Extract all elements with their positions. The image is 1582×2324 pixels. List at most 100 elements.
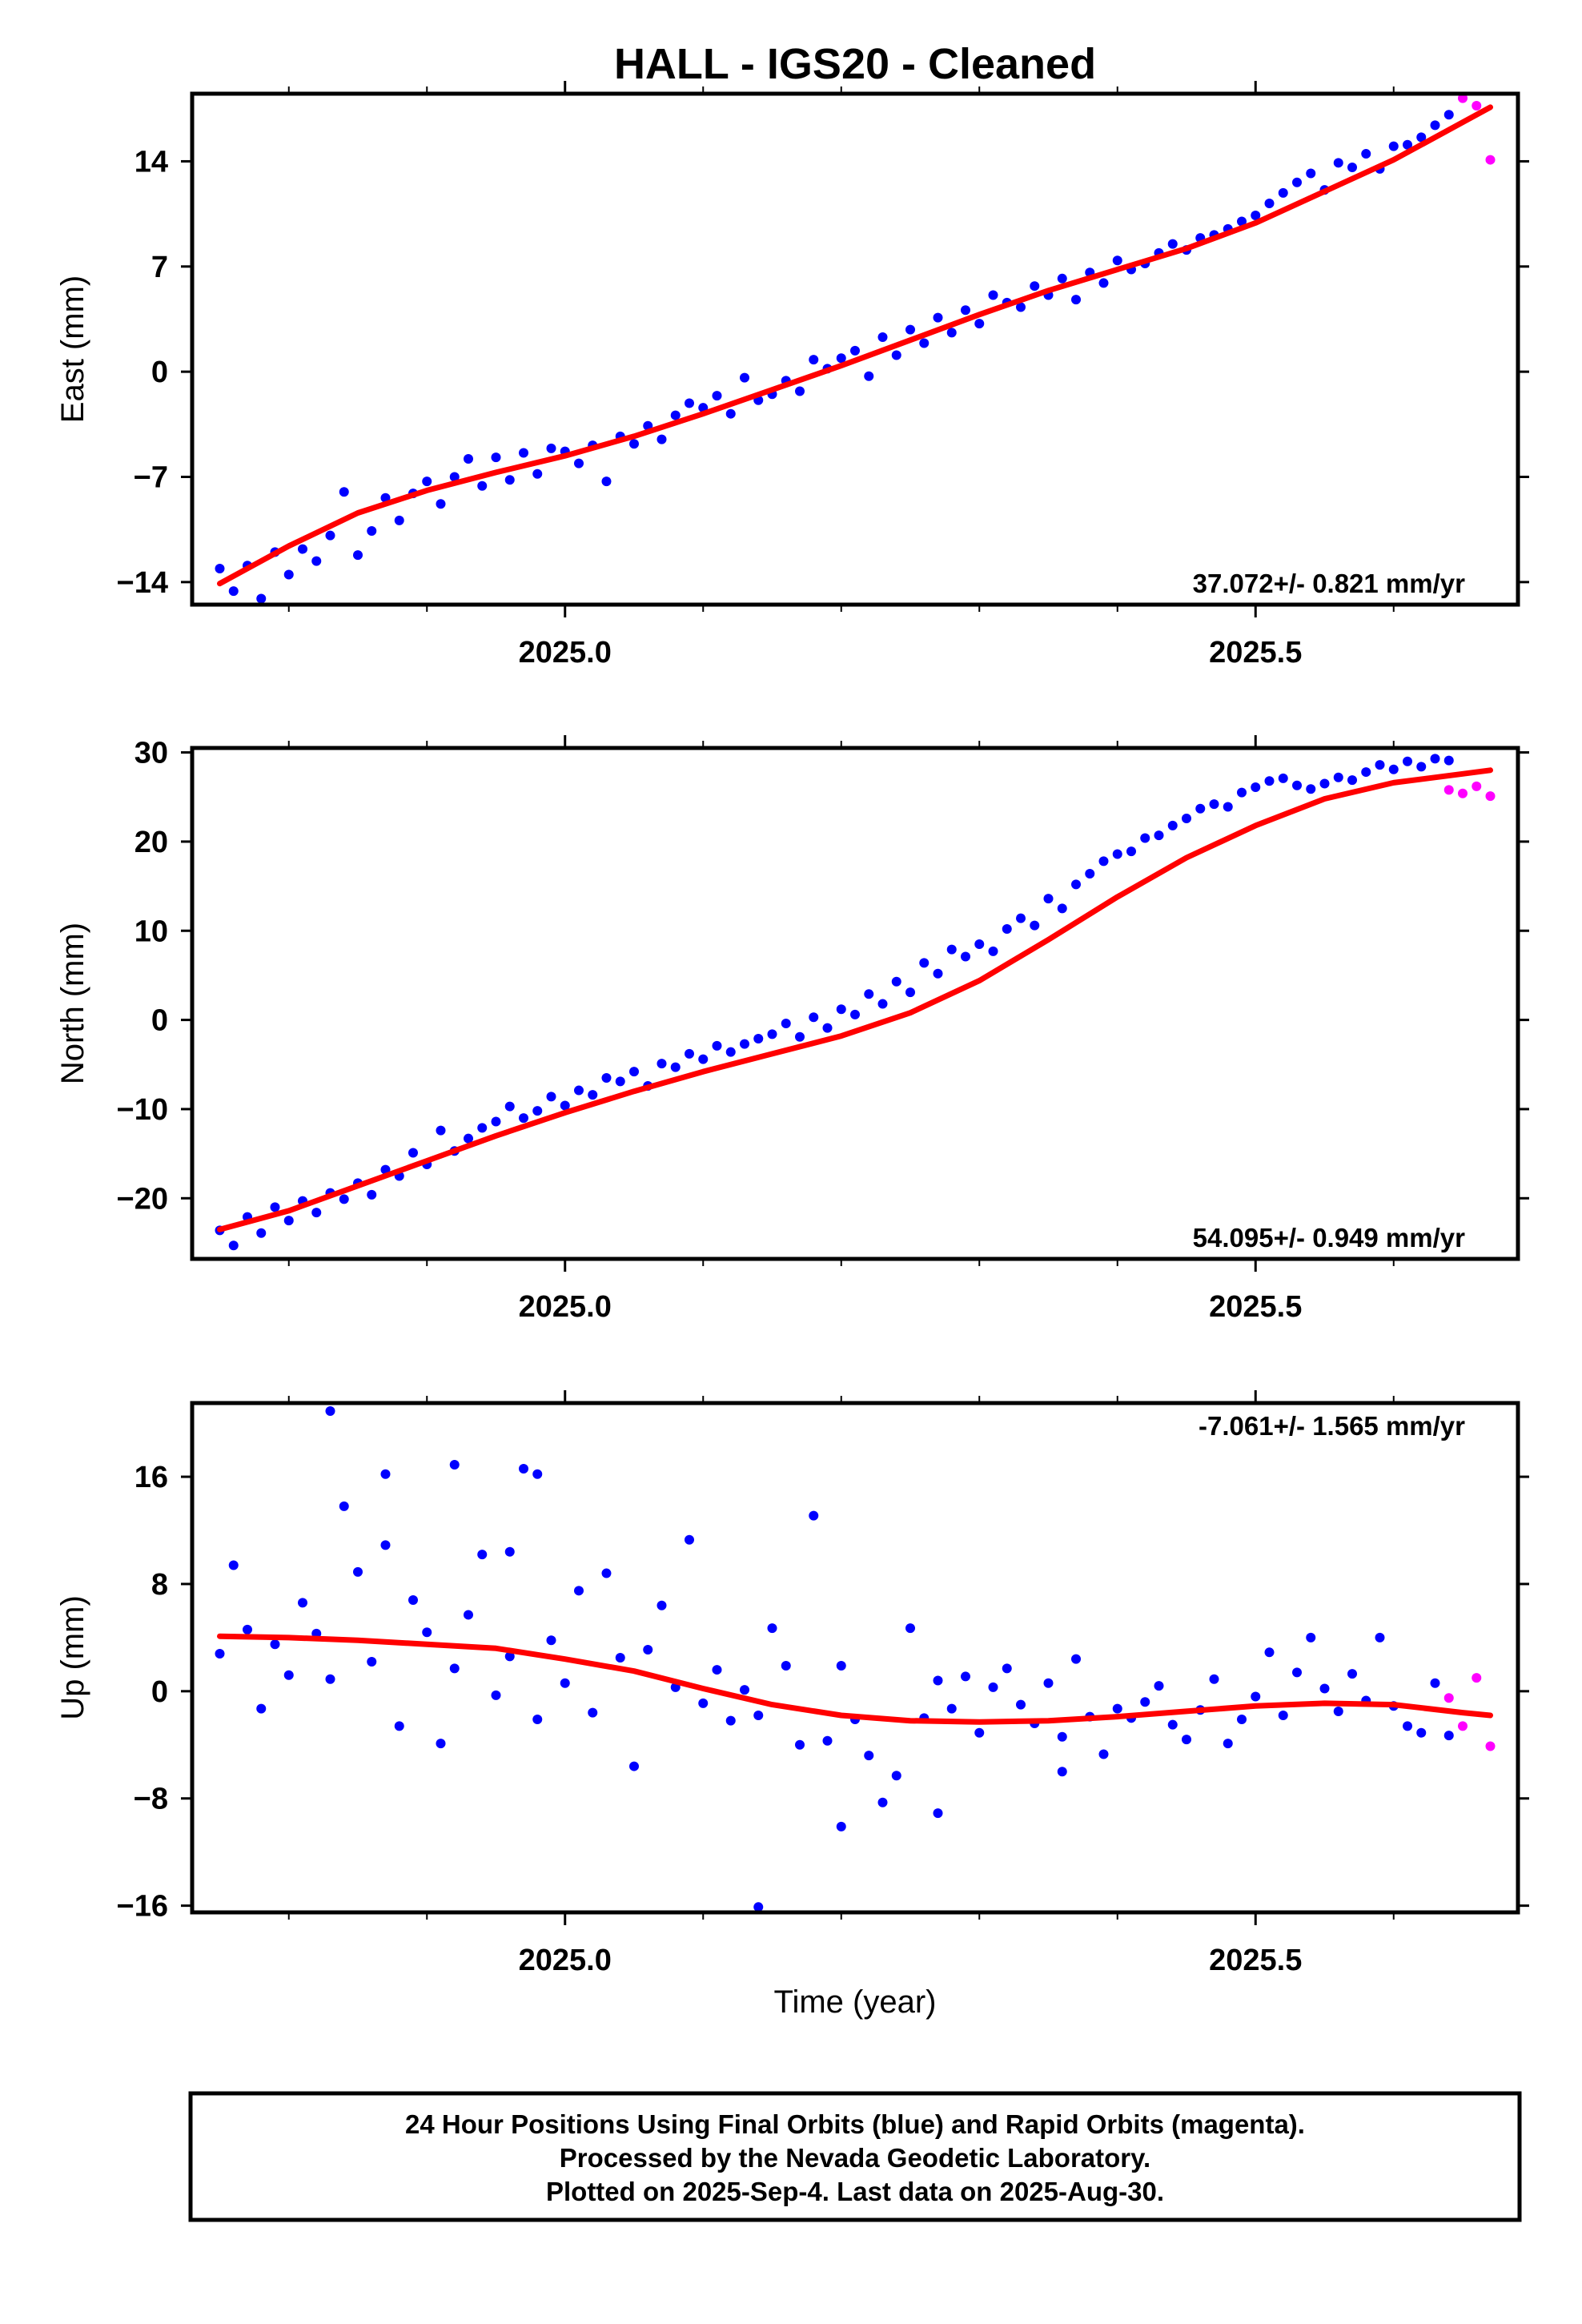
- up-final-orbit-point: [532, 1469, 543, 1479]
- up-final-orbit-point: [491, 1690, 501, 1700]
- north-final-orbit-point: [809, 1012, 819, 1023]
- east-rapid-orbit-point: [1485, 155, 1496, 165]
- north-final-orbit-point: [574, 1085, 584, 1096]
- north-final-orbit-point: [1430, 754, 1440, 764]
- up-final-orbit-point: [1292, 1667, 1302, 1678]
- up-final-orbit-point: [891, 1771, 901, 1781]
- east-final-orbit-point: [1071, 295, 1081, 305]
- north-final-orbit-point: [1071, 879, 1081, 890]
- up-final-orbit-point: [1002, 1663, 1012, 1674]
- east-final-orbit-point: [891, 350, 901, 360]
- up-xtick-label: 2025.0: [519, 1944, 612, 1977]
- up-rapid-orbit-point: [1443, 1693, 1454, 1703]
- north-final-orbit-point: [1416, 762, 1427, 772]
- north-xtick-label: 2025.5: [1209, 1290, 1302, 1324]
- east-final-orbit-point: [725, 408, 736, 419]
- north-panel: −20 −10 0 10 20 30 2025.0 2025.5 North (mm) 54.09…: [55, 735, 1529, 1324]
- north-final-orbit-point: [270, 1202, 280, 1212]
- east-final-orbit-point: [1237, 216, 1247, 227]
- east-ytick-label: −7: [134, 461, 168, 495]
- east-final-orbit-point: [1264, 198, 1275, 208]
- east-plot-frame: [190, 91, 1520, 607]
- up-final-orbit-point: [1140, 1697, 1150, 1707]
- up-final-orbit-point: [1251, 1691, 1261, 1702]
- east-final-orbit-point: [532, 468, 543, 479]
- east-final-orbit-point: [228, 586, 239, 597]
- east-final-orbit-point: [670, 410, 681, 420]
- up-final-orbit-point: [256, 1703, 267, 1714]
- north-final-orbit-point: [891, 976, 901, 987]
- east-final-orbit-point: [1430, 120, 1440, 131]
- north-final-orbit-point: [1403, 756, 1412, 766]
- up-final-orbit-point: [1319, 1683, 1330, 1694]
- up-final-orbit-point: [298, 1598, 307, 1608]
- north-final-orbit-point: [560, 1100, 570, 1111]
- north-fit-line: [217, 767, 1493, 1232]
- east-final-orbit-point: [215, 563, 225, 573]
- north-ytick-label: −10: [117, 1093, 168, 1127]
- east-final-orbit-point: [961, 305, 970, 316]
- east-final-orbit-point: [394, 515, 404, 525]
- north-final-orbit-point: [1306, 784, 1316, 794]
- east-final-orbit-point: [629, 439, 639, 449]
- up-final-orbit-point: [283, 1670, 294, 1680]
- east-final-orbit-point: [504, 475, 515, 485]
- up-final-orbit-point: [1016, 1699, 1026, 1710]
- north-ytick-label: 20: [135, 826, 168, 859]
- east-final-orbit-point: [546, 443, 556, 453]
- up-final-orbit-point: [1264, 1647, 1275, 1658]
- north-final-orbit-point: [933, 968, 943, 979]
- east-final-orbit-point: [464, 453, 473, 464]
- east-final-orbit-point: [933, 312, 943, 323]
- up-plot-frame: [190, 1401, 1520, 1915]
- north-final-orbit-point: [740, 1039, 749, 1049]
- north-final-orbit-point: [685, 1048, 694, 1059]
- up-final-orbit-point: [243, 1624, 252, 1634]
- north-final-orbit-point: [1154, 830, 1164, 841]
- north-final-orbit-point: [477, 1123, 488, 1133]
- north-final-orbit-point: [1057, 903, 1067, 914]
- up-final-orbit-point: [546, 1635, 556, 1646]
- north-final-orbit-point: [504, 1101, 515, 1112]
- east-final-orbit-point: [1057, 273, 1067, 283]
- up-ylabel: Up (mm): [55, 1595, 90, 1720]
- north-final-orbit-point: [988, 946, 998, 956]
- east-final-orbit-point: [795, 386, 805, 396]
- north-final-orbit-point: [656, 1059, 667, 1069]
- north-final-orbit-point: [1347, 775, 1357, 786]
- north-xtick-label: 2025.0: [519, 1290, 612, 1324]
- up-rapid-orbit-point: [1485, 1741, 1496, 1751]
- north-final-orbit-point: [408, 1148, 418, 1158]
- up-final-orbit-point: [1057, 1731, 1067, 1742]
- north-final-orbit-point: [615, 1076, 625, 1087]
- north-rapid-orbit-point: [1458, 788, 1468, 798]
- up-final-orbit-point: [712, 1665, 722, 1675]
- up-final-orbit-point: [1223, 1739, 1233, 1749]
- up-final-orbit-point: [698, 1698, 709, 1708]
- north-rate-label: 54.095+/- 0.949 mm/yr: [1193, 1223, 1465, 1252]
- up-ytick-label: −16: [117, 1890, 168, 1924]
- north-final-orbit-point: [1223, 802, 1233, 812]
- up-final-orbit-point: [643, 1644, 653, 1655]
- north-final-orbit-point: [1085, 868, 1095, 879]
- north-final-orbit-point: [795, 1031, 805, 1042]
- east-final-orbit-point: [298, 544, 307, 554]
- up-final-orbit-point: [436, 1739, 446, 1749]
- up-final-orbit-point: [961, 1671, 970, 1682]
- east-final-orbit-point: [477, 480, 488, 491]
- north-final-orbit-point: [725, 1047, 736, 1057]
- east-final-orbit-point: [836, 353, 846, 364]
- up-final-orbit-point: [740, 1685, 749, 1695]
- up-final-orbit-point: [1347, 1669, 1357, 1679]
- east-final-orbit-point: [519, 448, 528, 458]
- north-final-orbit-point: [1319, 778, 1330, 789]
- east-final-orbit-point: [809, 355, 819, 365]
- footer-box: 24 Hour Positions Using Final Orbits (bl…: [188, 2091, 1522, 2222]
- north-final-orbit-point: [877, 999, 888, 1009]
- up-final-orbit-point: [325, 1406, 335, 1417]
- north-ytick-label: −20: [117, 1182, 168, 1216]
- up-final-orbit-point: [1375, 1632, 1385, 1642]
- east-final-orbit-point: [449, 472, 460, 482]
- north-final-orbit-point: [436, 1125, 446, 1136]
